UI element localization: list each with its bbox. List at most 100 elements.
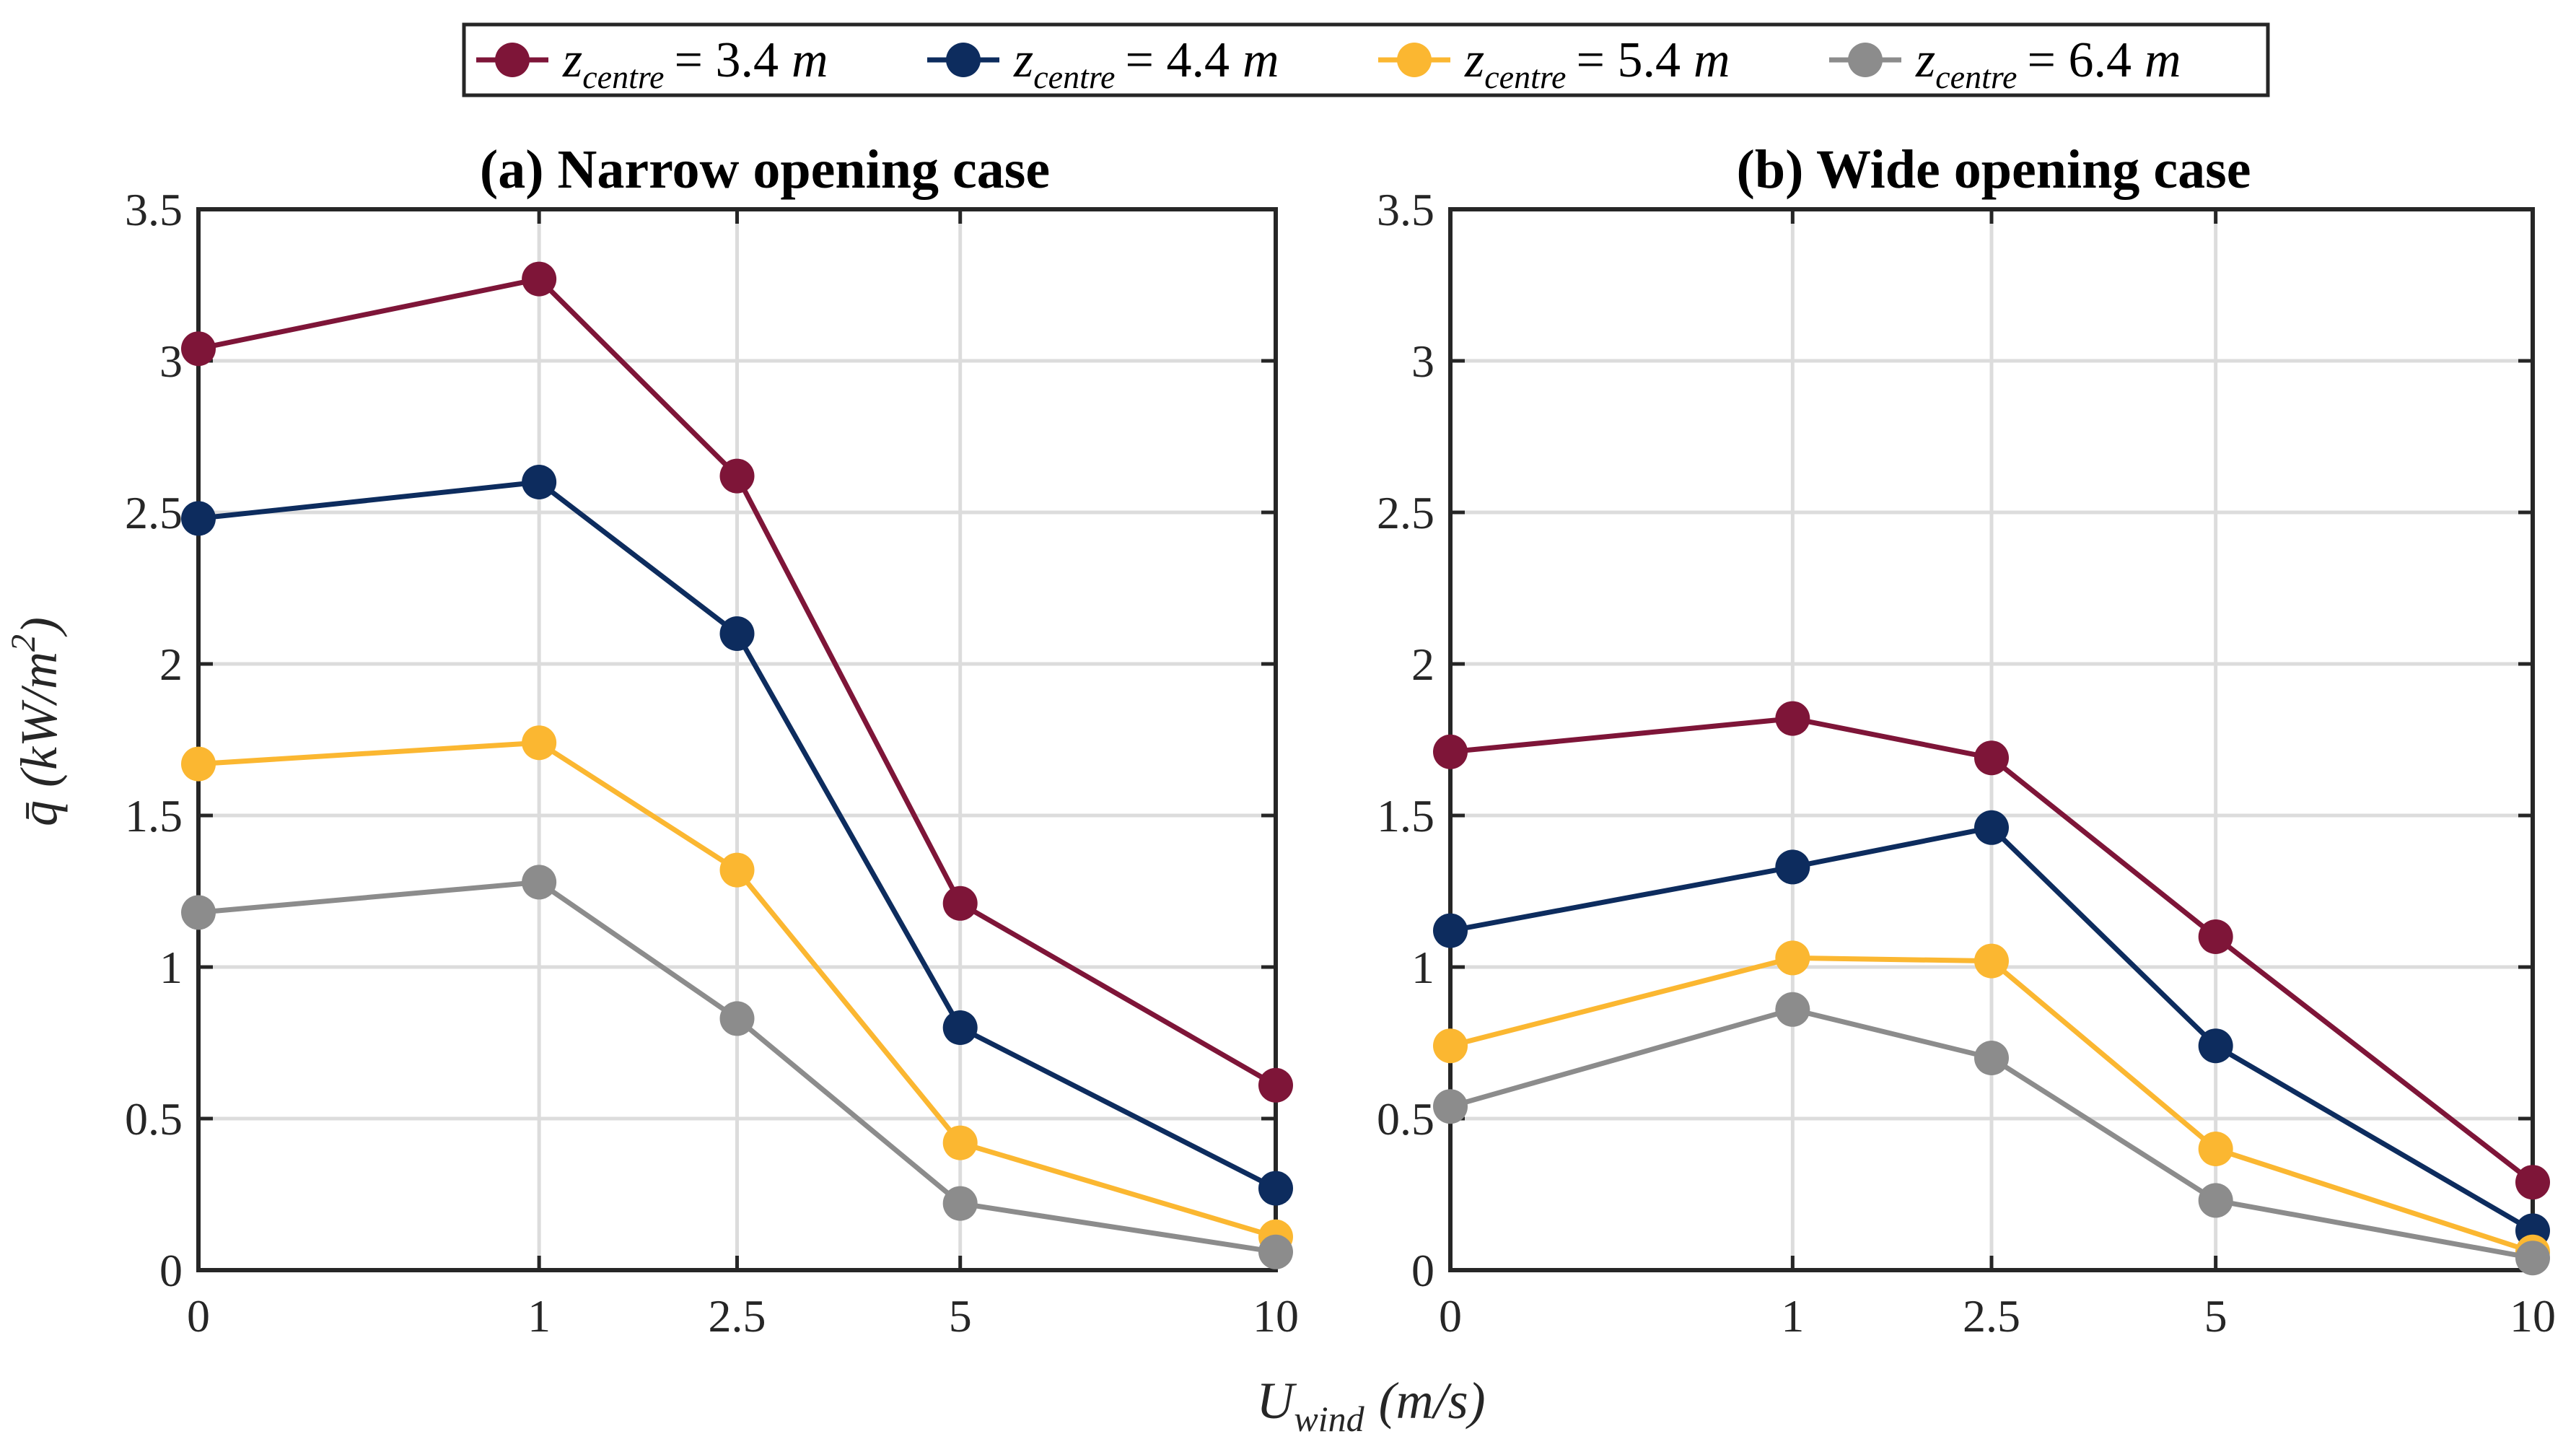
panel-narrow-opening: (a) Narrow opening case 0 1 2.5 5 10 0 0.5 1 1.5…: [125, 139, 1299, 1342]
legend-label: zcentre = 6.4 m: [1915, 32, 2181, 95]
y-tick-label: 1: [159, 942, 183, 993]
data-point: [2198, 1028, 2233, 1064]
legend-value: = 4.4: [1125, 32, 1229, 88]
series-4: [1433, 992, 2550, 1276]
legend-marker: [1397, 43, 1432, 77]
series-1: [1433, 701, 2550, 1200]
data-point: [1258, 1234, 1293, 1269]
legend-entry: zcentre = 6.4 m: [1829, 32, 2181, 95]
legend-unit: m: [1243, 32, 1279, 88]
legend-symbol: z: [562, 32, 582, 88]
legend-marker: [495, 43, 530, 77]
y-tick-label: 1.5: [125, 790, 183, 841]
x-tick-label: 0: [187, 1290, 210, 1342]
legend-value: = 5.4: [1576, 32, 1680, 88]
legend-entry: zcentre = 5.4 m: [1378, 32, 1730, 95]
series-3: [181, 725, 1293, 1254]
legend-value: = 6.4: [2027, 32, 2131, 88]
y-tick-label: 1.5: [1377, 790, 1434, 841]
data-point: [2515, 1241, 2550, 1276]
data-point: [2198, 1183, 2233, 1218]
y-tick-label: 2: [159, 639, 183, 690]
legend-symbol: z: [1464, 32, 1484, 88]
y-tick-label: 0.5: [1377, 1093, 1434, 1145]
x-tick-label: 1: [527, 1290, 551, 1342]
x-tick-label: 10: [1253, 1290, 1299, 1342]
legend-subscript: centre: [1484, 58, 1566, 95]
x-tick-label: 0: [1439, 1290, 1462, 1342]
panel-title: (a) Narrow opening case: [480, 139, 1050, 200]
x-tick-label: 5: [949, 1290, 972, 1342]
y-tick-label: 3: [1411, 336, 1434, 387]
data-point: [1775, 849, 1810, 885]
y-tick-label: 3.5: [1377, 184, 1434, 235]
legend-subscript: centre: [1935, 58, 2017, 95]
data-point: [1775, 992, 1810, 1027]
series-2: [1433, 810, 2550, 1248]
data-point: [719, 458, 755, 494]
data-point: [522, 865, 557, 900]
data-point: [942, 885, 978, 921]
y-axis-label: q̄ (kW/m2): [4, 617, 68, 826]
x-axis-label: Uwind (m/s): [1256, 1372, 1485, 1439]
data-point: [942, 1125, 978, 1160]
x-axis-label-subscript: wind: [1294, 1399, 1364, 1439]
data-point: [2198, 1132, 2233, 1166]
data-point: [719, 852, 755, 888]
data-point: [2198, 919, 2233, 954]
panel-wide-opening: (b) Wide opening case 0 1 2.5 5 10 0 0.5 1 1.5 2 2…: [1377, 139, 2556, 1342]
legend-subscript: centre: [1033, 58, 1115, 95]
data-point: [1775, 701, 1810, 736]
legend-symbol: z: [1013, 32, 1033, 88]
legend-symbol: z: [1915, 32, 1935, 88]
data-point: [1974, 1041, 2009, 1075]
legend-entry: zcentre = 3.4 m: [476, 32, 828, 95]
data-point: [1974, 943, 2009, 979]
data-point: [719, 1001, 755, 1036]
data-point: [181, 501, 216, 536]
legend-label: zcentre = 4.4 m: [1013, 32, 1279, 95]
legend-subscript: centre: [582, 58, 664, 95]
data-point: [1775, 940, 1810, 976]
data-point: [1974, 810, 2009, 845]
data-point: [1258, 1067, 1293, 1103]
y-axis-label-unit: (kW/m: [10, 652, 68, 787]
series-1: [181, 261, 1293, 1103]
y-tick-label: 0.5: [125, 1093, 183, 1145]
legend-label: zcentre = 3.4 m: [562, 32, 828, 95]
y-tick-label: 0: [1411, 1245, 1434, 1296]
panel-title: (b) Wide opening case: [1737, 139, 2251, 200]
series-2: [181, 465, 1293, 1206]
legend-unit: m: [1694, 32, 1730, 88]
legend-marker: [1848, 43, 1883, 77]
legend-value: = 3.4: [674, 32, 778, 88]
series-4: [181, 865, 1293, 1269]
data-point: [942, 1010, 978, 1045]
x-tick-label: 5: [2204, 1290, 2227, 1342]
y-tick-label: 0: [159, 1245, 183, 1296]
y-tick-label: 2: [1411, 639, 1434, 690]
data-point: [1974, 740, 2009, 776]
data-point: [522, 465, 557, 499]
y-axis-label-symbol: q̄: [10, 800, 68, 826]
y-tick-label: 2.5: [125, 487, 183, 538]
y-tick-label: 2.5: [1377, 487, 1434, 538]
legend-unit: m: [2145, 32, 2181, 88]
data-point: [2515, 1165, 2550, 1200]
data-point: [1433, 1028, 1468, 1064]
x-tick-label: 2.5: [1963, 1290, 2020, 1342]
y-axis-label-unit-close: ): [10, 617, 68, 637]
data-point: [942, 1186, 978, 1221]
data-point: [1433, 734, 1468, 769]
data-point: [1433, 913, 1468, 948]
legend-label: zcentre = 5.4 m: [1464, 32, 1730, 95]
data-point: [181, 895, 216, 930]
x-axis-label-symbol: U: [1256, 1372, 1297, 1430]
data-point: [522, 725, 557, 761]
y-axis-label-exponent: 2: [4, 634, 43, 652]
data-point: [1433, 1089, 1468, 1124]
series-3: [1433, 940, 2550, 1269]
y-tick-label: 3: [159, 336, 183, 387]
